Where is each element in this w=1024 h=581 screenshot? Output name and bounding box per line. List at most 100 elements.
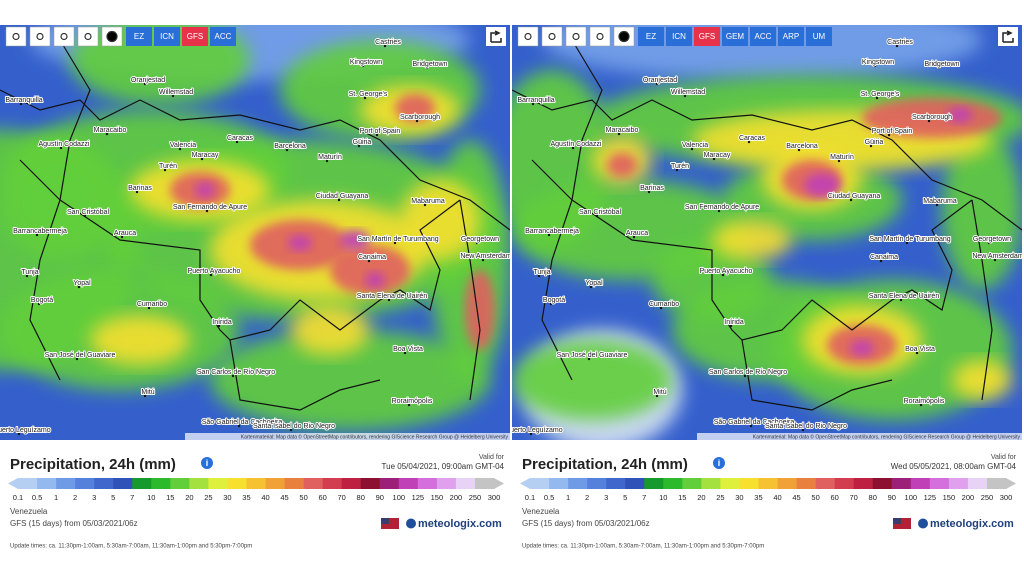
- attribution: Kartenmaterial: Map data © OpenStreetMap…: [753, 433, 1021, 440]
- place-label: San Carlos de Río Negro: [709, 369, 787, 376]
- place-label: Oranjestad: [643, 77, 677, 84]
- brand: meteologix.com: [930, 518, 1014, 530]
- place-dot: [178, 147, 182, 151]
- model-button[interactable]: [638, 27, 664, 46]
- model-button-label: GFS: [699, 32, 715, 41]
- scale-label: 0.5: [32, 493, 42, 502]
- place-dot: [383, 44, 387, 48]
- tool-button[interactable]: [53, 26, 75, 47]
- place-dot: [481, 258, 485, 262]
- place-dot: [403, 351, 407, 355]
- model-button-label: UM: [813, 32, 826, 41]
- place-label: Barrancabermeja: [13, 228, 67, 235]
- scale-bin: [284, 478, 304, 489]
- brand-icon: [918, 518, 928, 529]
- tool-button[interactable]: [517, 26, 539, 47]
- place-dot: [387, 298, 391, 302]
- model-button[interactable]: [750, 27, 776, 46]
- flag: [381, 518, 399, 529]
- scale-bin: [815, 478, 835, 489]
- place-label: Boa Vista: [905, 346, 935, 353]
- tool-button[interactable]: [5, 26, 27, 47]
- tool-button[interactable]: [29, 26, 51, 47]
- scale-bin: [322, 478, 342, 489]
- place-dot: [927, 119, 931, 123]
- model-button[interactable]: [722, 27, 748, 46]
- model-button[interactable]: [694, 27, 720, 46]
- model-button[interactable]: [666, 27, 692, 46]
- brand-icon: [406, 518, 416, 529]
- scale-label: 50: [811, 493, 819, 502]
- place-label: Mitú: [141, 389, 154, 396]
- scale-bin: [929, 478, 950, 489]
- valid-label: Valid for: [991, 454, 1017, 461]
- place-label: Puerto Leguízamo: [505, 427, 562, 434]
- tool-button[interactable]: [565, 26, 587, 47]
- tool-button[interactable]: [77, 26, 99, 47]
- share-button[interactable]: [486, 27, 506, 46]
- scale-label: 30: [735, 493, 743, 502]
- share-icon: [1002, 30, 1014, 43]
- place-label: Caracas: [227, 135, 254, 142]
- place-label: Scarborough: [912, 114, 952, 121]
- place-dot: [407, 403, 411, 407]
- scale-bin: [208, 478, 228, 489]
- scale-bin: [189, 478, 209, 489]
- place-dot: [549, 302, 553, 306]
- model-button[interactable]: [210, 27, 236, 46]
- model-button[interactable]: [778, 27, 804, 46]
- scale-bin: [891, 478, 912, 489]
- scale-bin: [967, 478, 988, 489]
- model-button[interactable]: [154, 27, 180, 46]
- place-dot: [589, 285, 593, 289]
- place-label: Georgetown: [461, 236, 499, 243]
- model-button[interactable]: [182, 27, 208, 46]
- scale-bin: [132, 478, 152, 489]
- place-label: Caracas: [739, 135, 766, 142]
- place-label: San Cristóbal: [67, 209, 109, 216]
- info-icon[interactable]: [713, 457, 725, 469]
- place-label: San Martín de Turumbang: [357, 236, 438, 243]
- model-button[interactable]: [806, 27, 832, 46]
- scale-label: 250: [469, 493, 482, 502]
- precip-area: [288, 235, 312, 251]
- tool-button[interactable]: [541, 26, 563, 47]
- share-button[interactable]: [998, 27, 1018, 46]
- place-label: Maturín: [318, 154, 342, 161]
- valid-time: Wed 05/05/2021, 08:00am GMT-04: [891, 462, 1017, 471]
- place-label: Barinas: [128, 185, 152, 192]
- place-dot: [375, 133, 379, 137]
- scale-bin: [986, 478, 1007, 489]
- place-dot: [475, 241, 479, 245]
- place-dot: [393, 241, 397, 245]
- scale-bin: [170, 478, 190, 489]
- model-button-label: GFS: [187, 32, 203, 41]
- tool-icon: [524, 32, 532, 41]
- info-icon[interactable]: [201, 457, 213, 469]
- place-dot: [237, 424, 241, 428]
- scale-label: 5: [623, 493, 627, 502]
- place-dot: [919, 403, 923, 407]
- scale-bin: [682, 478, 702, 489]
- precip-area: [607, 153, 637, 177]
- place-label: San José del Guaviare: [557, 352, 628, 359]
- place-label: Willemstad: [671, 89, 705, 96]
- place-label: Agustín Codazzi: [551, 141, 602, 148]
- model-button-label: EZ: [646, 32, 656, 41]
- place-label: Valencia: [170, 142, 196, 149]
- scale-label: 45: [792, 493, 800, 502]
- place-label: San José del Guaviare: [45, 352, 116, 359]
- place-dot: [59, 146, 63, 150]
- place-label: Puerto Leguízamo: [0, 427, 51, 434]
- place-label: Santa Isabel do Rio Negro: [765, 423, 847, 430]
- tool-button[interactable]: [589, 26, 611, 47]
- scale-bin: [56, 478, 76, 489]
- place-dot: [875, 96, 879, 100]
- scale-bin: [568, 478, 588, 489]
- place-label: St. George's: [861, 91, 900, 98]
- scale-label: 25: [716, 493, 724, 502]
- scale-bin: [265, 478, 285, 489]
- border: [512, 89, 1022, 231]
- scale-label: 50: [299, 493, 307, 502]
- model-button[interactable]: [126, 27, 152, 46]
